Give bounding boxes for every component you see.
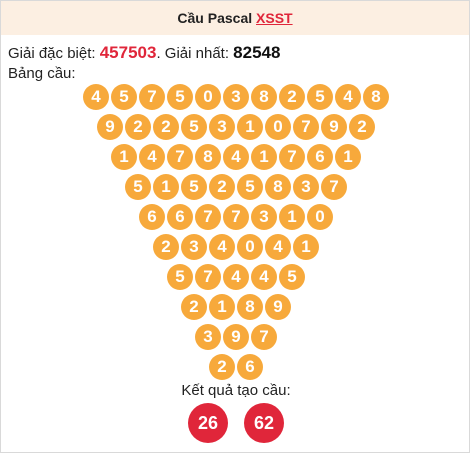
first-prize-label: . Giải nhất: [156, 45, 229, 62]
prize-line: Giải đặc biệt: 457503. Giải nhất: 82548 [8, 43, 280, 63]
pyramid-ball: 5 [125, 174, 151, 200]
result-ball: 62 [244, 403, 284, 443]
pyramid-ball: 7 [167, 144, 193, 170]
pyramid-ball: 6 [167, 204, 193, 230]
pyramid-ball: 1 [279, 204, 305, 230]
pyramid-ball: 5 [167, 264, 193, 290]
pyramid-ball: 9 [223, 324, 249, 350]
pyramid-ball: 0 [265, 114, 291, 140]
pyramid-ball: 4 [83, 84, 109, 110]
pyramid-ball: 0 [237, 234, 263, 260]
pyramid-ball: 4 [223, 144, 249, 170]
pyramid-ball: 9 [321, 114, 347, 140]
pyramid-ball: 6 [139, 204, 165, 230]
pyramid-ball: 7 [293, 114, 319, 140]
pyramid-ball: 2 [181, 294, 207, 320]
pyramid-ball: 2 [209, 354, 235, 380]
pyramid-ball: 7 [139, 84, 165, 110]
pyramid-ball: 1 [209, 294, 235, 320]
pyramid-ball: 5 [279, 264, 305, 290]
pyramid-ball: 4 [209, 234, 235, 260]
result-label: Kết quả tạo cầu: [181, 382, 291, 399]
pyramid-ball: 3 [293, 174, 319, 200]
pyramid-ball: 7 [251, 324, 277, 350]
pyramid-ball: 5 [181, 114, 207, 140]
pyramid-ball: 5 [237, 174, 263, 200]
pyramid-ball: 6 [237, 354, 263, 380]
pyramid-ball: 1 [293, 234, 319, 260]
pyramid-ball: 6 [307, 144, 333, 170]
pyramid-ball: 7 [279, 144, 305, 170]
pyramid-ball: 8 [237, 294, 263, 320]
xsst-link[interactable]: XSST [256, 10, 293, 26]
pyramid-ball: 7 [195, 204, 221, 230]
result-ball: 26 [188, 403, 228, 443]
pyramid-ball: 8 [363, 84, 389, 110]
pyramid-ball: 8 [251, 84, 277, 110]
board-label: Bảng cầu: [8, 65, 76, 82]
pyramid-ball: 3 [195, 324, 221, 350]
pyramid-ball: 2 [349, 114, 375, 140]
pyramid-ball: 5 [111, 84, 137, 110]
pyramid-ball: 4 [251, 264, 277, 290]
pyramid-ball: 9 [265, 294, 291, 320]
pyramid-ball: 1 [251, 144, 277, 170]
pyramid-ball: 4 [265, 234, 291, 260]
pyramid-ball: 3 [209, 114, 235, 140]
pyramid-ball: 2 [279, 84, 305, 110]
pyramid-ball: 1 [111, 144, 137, 170]
pyramid-ball: 2 [209, 174, 235, 200]
pyramid-ball: 4 [223, 264, 249, 290]
special-prize-label: Giải đặc biệt: [8, 45, 96, 62]
pyramid-ball: 3 [251, 204, 277, 230]
pyramid-ball: 7 [321, 174, 347, 200]
pyramid-ball: 5 [307, 84, 333, 110]
pyramid-ball: 3 [223, 84, 249, 110]
special-prize-value: 457503 [99, 43, 157, 62]
pyramid-ball: 1 [237, 114, 263, 140]
pyramid-ball: 8 [195, 144, 221, 170]
pyramid-ball: 3 [181, 234, 207, 260]
pyramid-ball: 5 [167, 84, 193, 110]
pyramid-ball: 7 [195, 264, 221, 290]
pyramid-ball: 0 [307, 204, 333, 230]
pyramid-ball: 5 [181, 174, 207, 200]
pyramid-ball: 8 [265, 174, 291, 200]
pyramid-ball: 2 [125, 114, 151, 140]
first-prize-value: 82548 [233, 43, 281, 62]
header-title: Cầu Pascal [177, 10, 253, 26]
pyramid-ball: 7 [223, 204, 249, 230]
pyramid-ball: 1 [335, 144, 361, 170]
pyramid-ball: 2 [153, 234, 179, 260]
pyramid-ball: 0 [195, 84, 221, 110]
pyramid-ball: 4 [335, 84, 361, 110]
pyramid-ball: 1 [153, 174, 179, 200]
card-header: Cầu Pascal XSST [1, 1, 469, 35]
pyramid-ball: 2 [153, 114, 179, 140]
pyramid-ball: 4 [139, 144, 165, 170]
pyramid-ball: 9 [97, 114, 123, 140]
result-balls: 26 62 [1, 403, 470, 443]
